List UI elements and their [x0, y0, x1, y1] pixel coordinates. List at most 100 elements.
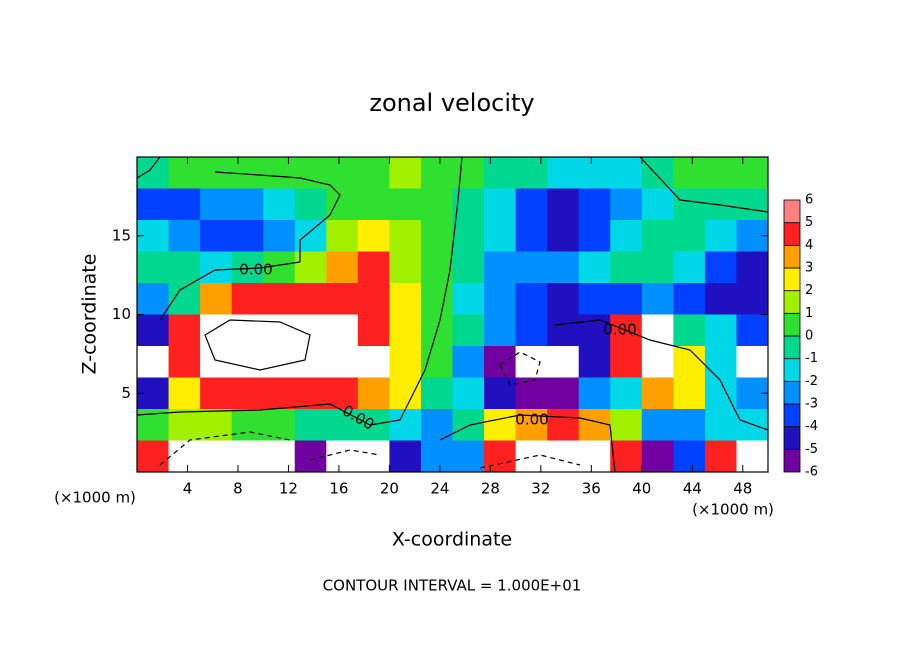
heat-cell	[420, 188, 453, 221]
heat-cell	[200, 251, 233, 284]
heat-cell	[137, 314, 170, 347]
heat-cell	[641, 251, 674, 284]
colorbar-label: 3	[805, 261, 813, 276]
heat-cell	[547, 377, 580, 410]
contour-line	[136, 156, 341, 262]
x-tick-label: 20	[380, 480, 399, 498]
heat-cell	[515, 346, 548, 378]
heat-cell	[704, 314, 737, 347]
heat-cell	[200, 346, 233, 378]
heat-cell	[578, 251, 611, 284]
heat-cell	[263, 283, 296, 315]
heat-cell	[673, 346, 706, 378]
heat-cell	[200, 377, 233, 410]
heat-cell	[673, 440, 706, 473]
heat-cell	[452, 377, 485, 410]
colorbar-label: -4	[805, 419, 818, 434]
heat-cell	[326, 409, 359, 441]
colorbar-swatch	[783, 312, 801, 337]
heat-cell	[736, 251, 769, 284]
heat-cell	[420, 283, 453, 315]
heat-cell	[578, 188, 611, 221]
heat-cell	[168, 440, 201, 473]
heat-cell	[389, 251, 422, 284]
heat-cell	[673, 220, 706, 252]
heat-cell	[326, 220, 359, 252]
heat-cell	[452, 440, 485, 473]
heat-cell	[231, 188, 264, 221]
heat-cell	[168, 188, 201, 221]
heat-cell	[168, 377, 201, 410]
heat-cell	[168, 251, 201, 284]
x-tick-label: 12	[279, 480, 298, 498]
heat-cell	[736, 346, 769, 378]
heat-cell	[452, 220, 485, 252]
heat-cell	[263, 251, 296, 284]
heat-cell	[389, 188, 422, 221]
colorbar-swatch	[783, 426, 801, 450]
heat-cell	[484, 188, 517, 221]
heat-cell	[704, 251, 737, 284]
heat-cell	[641, 283, 674, 315]
heat-cell	[263, 440, 296, 473]
heat-cell	[263, 346, 296, 378]
heat-cell	[484, 251, 517, 284]
y-axis-label: Z-coordinate	[79, 254, 101, 375]
heat-cell	[641, 314, 674, 347]
heat-cell	[326, 377, 359, 410]
heat-cell	[263, 377, 296, 410]
heat-cell	[326, 440, 359, 473]
heat-cell	[610, 440, 643, 473]
heat-cell	[294, 409, 327, 441]
colorbar-swatch	[783, 358, 801, 382]
y-tick-label: 10	[112, 305, 131, 323]
x-tick-label: 32	[531, 480, 550, 498]
heat-cell	[547, 220, 580, 252]
heat-cell	[704, 346, 737, 378]
heat-cell	[357, 346, 390, 378]
y-tick-label: 5	[121, 384, 131, 402]
colorbar-swatch	[783, 267, 801, 292]
heat-cell	[673, 251, 706, 284]
heat-cell	[578, 377, 611, 410]
heat-cell	[515, 188, 548, 221]
colorbar-label: 1	[805, 306, 813, 321]
heat-cell	[515, 377, 548, 410]
contour-line	[204, 319, 311, 371]
heat-cell	[420, 157, 453, 189]
heat-cell	[231, 220, 264, 252]
heat-cell	[389, 409, 422, 441]
heat-cell	[326, 283, 359, 315]
heat-cell	[547, 157, 580, 189]
heat-cell	[294, 440, 327, 473]
heat-cell	[137, 251, 170, 284]
heat-cell	[736, 283, 769, 315]
heat-cell	[200, 440, 233, 473]
contour-label: 0.00	[239, 261, 272, 279]
heat-cell	[547, 251, 580, 284]
contour-line	[639, 156, 769, 213]
heat-cell	[515, 440, 548, 473]
colorbar-label: -6	[805, 465, 818, 480]
x-tick-label: 16	[329, 480, 348, 498]
heat-cell	[326, 251, 359, 284]
heat-cell	[357, 440, 390, 473]
heat-cell	[168, 220, 201, 252]
heat-cell	[484, 409, 517, 441]
x-tick-label: 4	[183, 480, 193, 498]
x-tick-label: 48	[733, 480, 752, 498]
heat-cell	[231, 283, 264, 315]
heat-cell	[357, 220, 390, 252]
contour-line	[136, 156, 463, 426]
heat-cell	[578, 440, 611, 473]
heat-cell	[231, 346, 264, 378]
heat-cell	[357, 157, 390, 189]
heat-cell	[610, 188, 643, 221]
heat-cell	[484, 157, 517, 189]
chart-title: zonal velocity	[369, 89, 534, 117]
heat-cell	[547, 346, 580, 378]
heat-cell	[673, 188, 706, 221]
heatmap	[137, 157, 769, 473]
heat-cell	[294, 283, 327, 315]
